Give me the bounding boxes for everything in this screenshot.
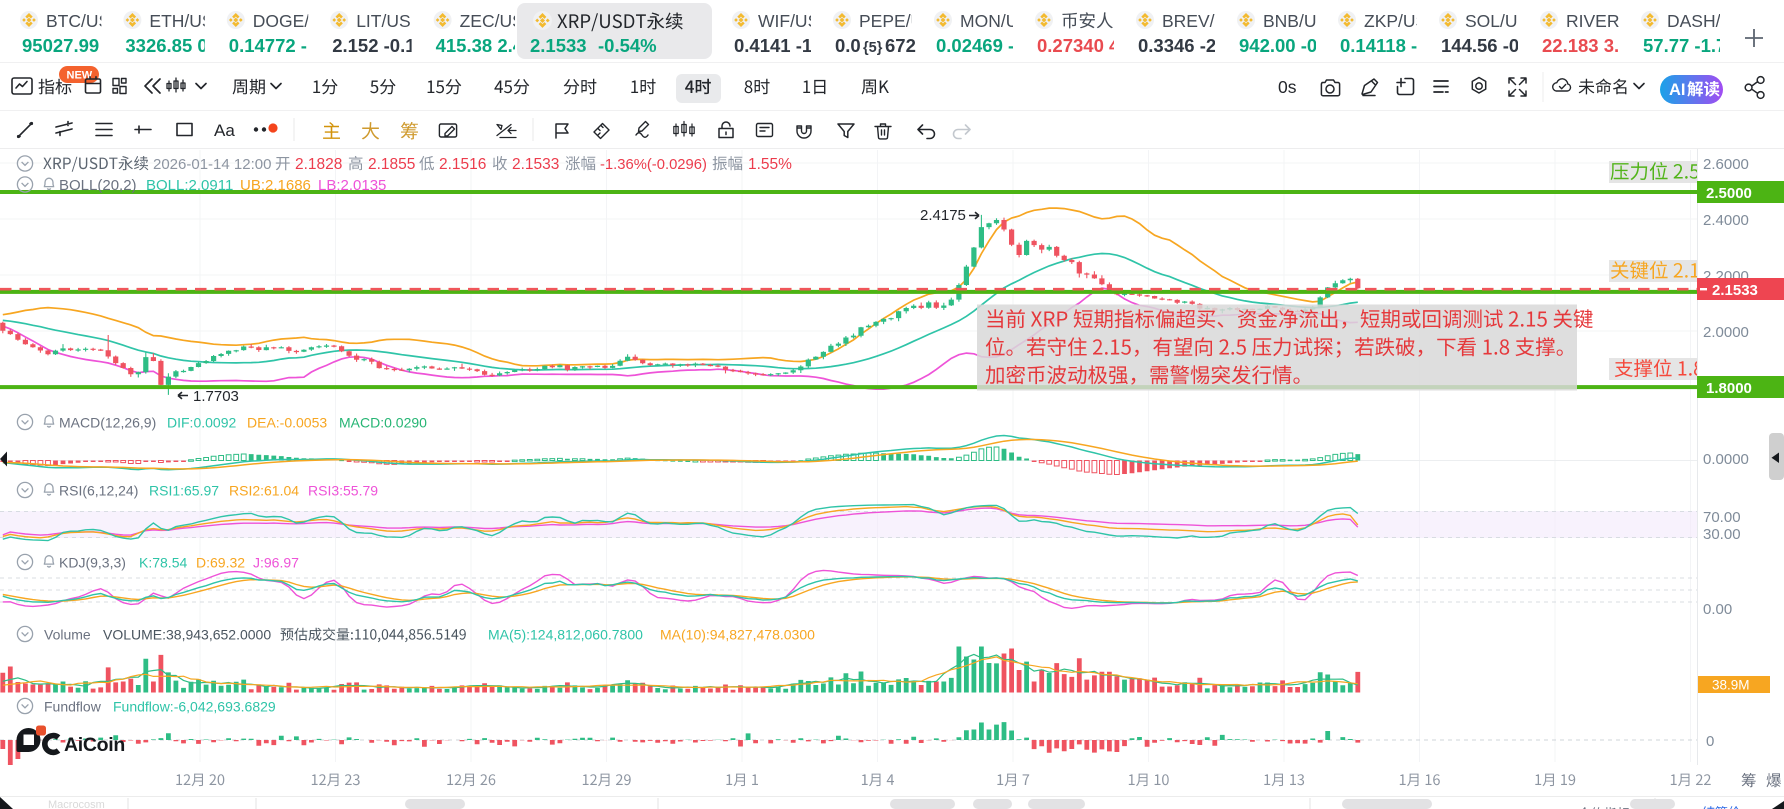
- svg-text:RSI3:55.79: RSI3:55.79: [308, 483, 378, 499]
- svg-text:0: 0: [1706, 733, 1714, 750]
- svg-text:2.1533: 2.1533: [530, 35, 587, 56]
- svg-text:MACD(12,26,9): MACD(12,26,9): [59, 415, 156, 431]
- svg-text:LB:2.0135: LB:2.0135: [318, 177, 386, 194]
- svg-text:MA(5):124,812,060.7800: MA(5):124,812,060.7800: [488, 627, 643, 643]
- svg-text:RIVER/US: RIVER/US: [1566, 11, 1649, 31]
- svg-text:0.0000: 0.0000: [1703, 451, 1749, 468]
- svg-text:2026-01-14 12:00: 2026-01-14 12:00: [153, 156, 271, 173]
- svg-text:415.38 2.4: 415.38 2.4: [436, 35, 524, 56]
- svg-text:144.56 -0: 144.56 -0: [1441, 35, 1519, 56]
- svg-text:2.1828: 2.1828: [295, 156, 342, 173]
- svg-text:3326.85 0: 3326.85 0: [125, 35, 207, 56]
- svg-text:38.9M: 38.9M: [1712, 678, 1750, 693]
- svg-text:2.5000: 2.5000: [1706, 185, 1752, 202]
- svg-text:ETH/USDT: ETH/USDT: [149, 11, 237, 31]
- svg-text:0.3346 -2: 0.3346 -2: [1138, 35, 1216, 56]
- svg-text:2.152 -0.1: 2.152 -0.1: [332, 35, 415, 56]
- svg-text:2.0000: 2.0000: [1703, 324, 1749, 341]
- svg-text:0.00: 0.00: [1703, 601, 1732, 618]
- svg-text:2.1533: 2.1533: [512, 156, 559, 173]
- svg-text:0.14772 -: 0.14772 -: [229, 35, 307, 56]
- svg-text:RSI(6,12,24): RSI(6,12,24): [59, 483, 138, 499]
- svg-text:LIT/USDT: LIT/USDT: [356, 11, 434, 31]
- svg-text:ZEC/USDT: ZEC/USDT: [460, 11, 548, 31]
- svg-text:VOLUME:38,943,652.0000: VOLUME:38,943,652.0000: [103, 627, 271, 643]
- svg-text:DEA:-0.0053: DEA:-0.0053: [247, 415, 327, 431]
- svg-text:AI: AI: [1669, 81, 1686, 99]
- svg-text:Fundflow:-6,042,693.6829: Fundflow:-6,042,693.6829: [113, 699, 276, 715]
- svg-text:0s: 0s: [1278, 77, 1297, 97]
- svg-text:DOGE/USD: DOGE/USD: [253, 11, 346, 31]
- svg-text:1.8000: 1.8000: [1706, 380, 1752, 397]
- svg-text:672: 672: [885, 35, 916, 56]
- svg-text:942.00 -0: 942.00 -0: [1239, 35, 1317, 56]
- svg-text:57.77 -1.7: 57.77 -1.7: [1643, 35, 1726, 56]
- svg-text:BREV/USD: BREV/USD: [1162, 11, 1251, 31]
- svg-text:0.4141 -1: 0.4141 -1: [734, 35, 812, 56]
- svg-text:DIF:0.0092: DIF:0.0092: [167, 415, 236, 431]
- svg-text:2.1855: 2.1855: [368, 156, 415, 173]
- svg-text:Fundflow: Fundflow: [44, 699, 102, 715]
- svg-text:MON/USD: MON/USD: [960, 11, 1043, 31]
- svg-text:2.4000: 2.4000: [1703, 212, 1749, 229]
- svg-text:Volume: Volume: [44, 627, 91, 643]
- svg-text:WIF/USDT: WIF/USDT: [758, 11, 843, 31]
- svg-text:2.6000: 2.6000: [1703, 156, 1749, 173]
- svg-text:Macrocosm: Macrocosm: [48, 799, 105, 809]
- svg-text:MA(10):94,827,478.0300: MA(10):94,827,478.0300: [660, 627, 815, 643]
- svg-text:BNB/USDT: BNB/USDT: [1263, 11, 1352, 31]
- svg-text:70.00: 70.00: [1703, 509, 1741, 526]
- svg-text:BTC/USDT: BTC/USDT: [46, 11, 134, 31]
- svg-text:2.1516: 2.1516: [439, 156, 486, 173]
- svg-text:DASH/USD: DASH/USD: [1667, 11, 1757, 31]
- svg-text:BOLL:2.0911: BOLL:2.0911: [146, 177, 233, 194]
- svg-text:-0.54%: -0.54%: [598, 35, 657, 56]
- svg-text:0.14118 -: 0.14118 -: [1340, 35, 1417, 56]
- svg-text:AiCoin: AiCoin: [64, 734, 125, 756]
- svg-text:PEPE/USD: PEPE/USD: [859, 11, 948, 31]
- svg-text:RSI2:61.04: RSI2:61.04: [229, 483, 299, 499]
- svg-text:2.1533: 2.1533: [1712, 282, 1758, 299]
- svg-text:K:78.54: K:78.54: [139, 555, 187, 571]
- svg-text:ZKP/USDT: ZKP/USDT: [1364, 11, 1451, 31]
- svg-text:30.00: 30.00: [1703, 526, 1741, 543]
- svg-text:1.7703: 1.7703: [193, 388, 239, 405]
- svg-text:0.0: 0.0: [835, 35, 861, 56]
- svg-text:-1.36%(-0.0296): -1.36%(-0.0296): [600, 157, 707, 173]
- svg-text:RSI1:65.97: RSI1:65.97: [149, 483, 219, 499]
- svg-text:1.55%: 1.55%: [748, 156, 792, 173]
- svg-text:MACD:0.0290: MACD:0.0290: [339, 415, 427, 431]
- svg-text:2.4175: 2.4175: [920, 207, 966, 224]
- svg-text:95027.99: 95027.99: [22, 35, 99, 56]
- svg-text:SOL/USDT: SOL/USDT: [1465, 11, 1553, 31]
- svg-text:J:96.97: J:96.97: [253, 555, 299, 571]
- svg-text:22.183 3.5: 22.183 3.5: [1542, 35, 1629, 56]
- svg-text:D:69.32: D:69.32: [196, 555, 245, 571]
- svg-text:KDJ(9,3,3): KDJ(9,3,3): [59, 555, 126, 571]
- svg-text:UB:2.1686: UB:2.1686: [240, 177, 311, 194]
- svg-text:0.27340 4: 0.27340 4: [1037, 35, 1120, 56]
- svg-text:0.02469 -: 0.02469 -: [936, 35, 1014, 56]
- svg-text:{5}: {5}: [863, 40, 883, 56]
- svg-text:BOLL(20,2): BOLL(20,2): [59, 177, 137, 194]
- svg-text:Aa: Aa: [214, 121, 235, 140]
